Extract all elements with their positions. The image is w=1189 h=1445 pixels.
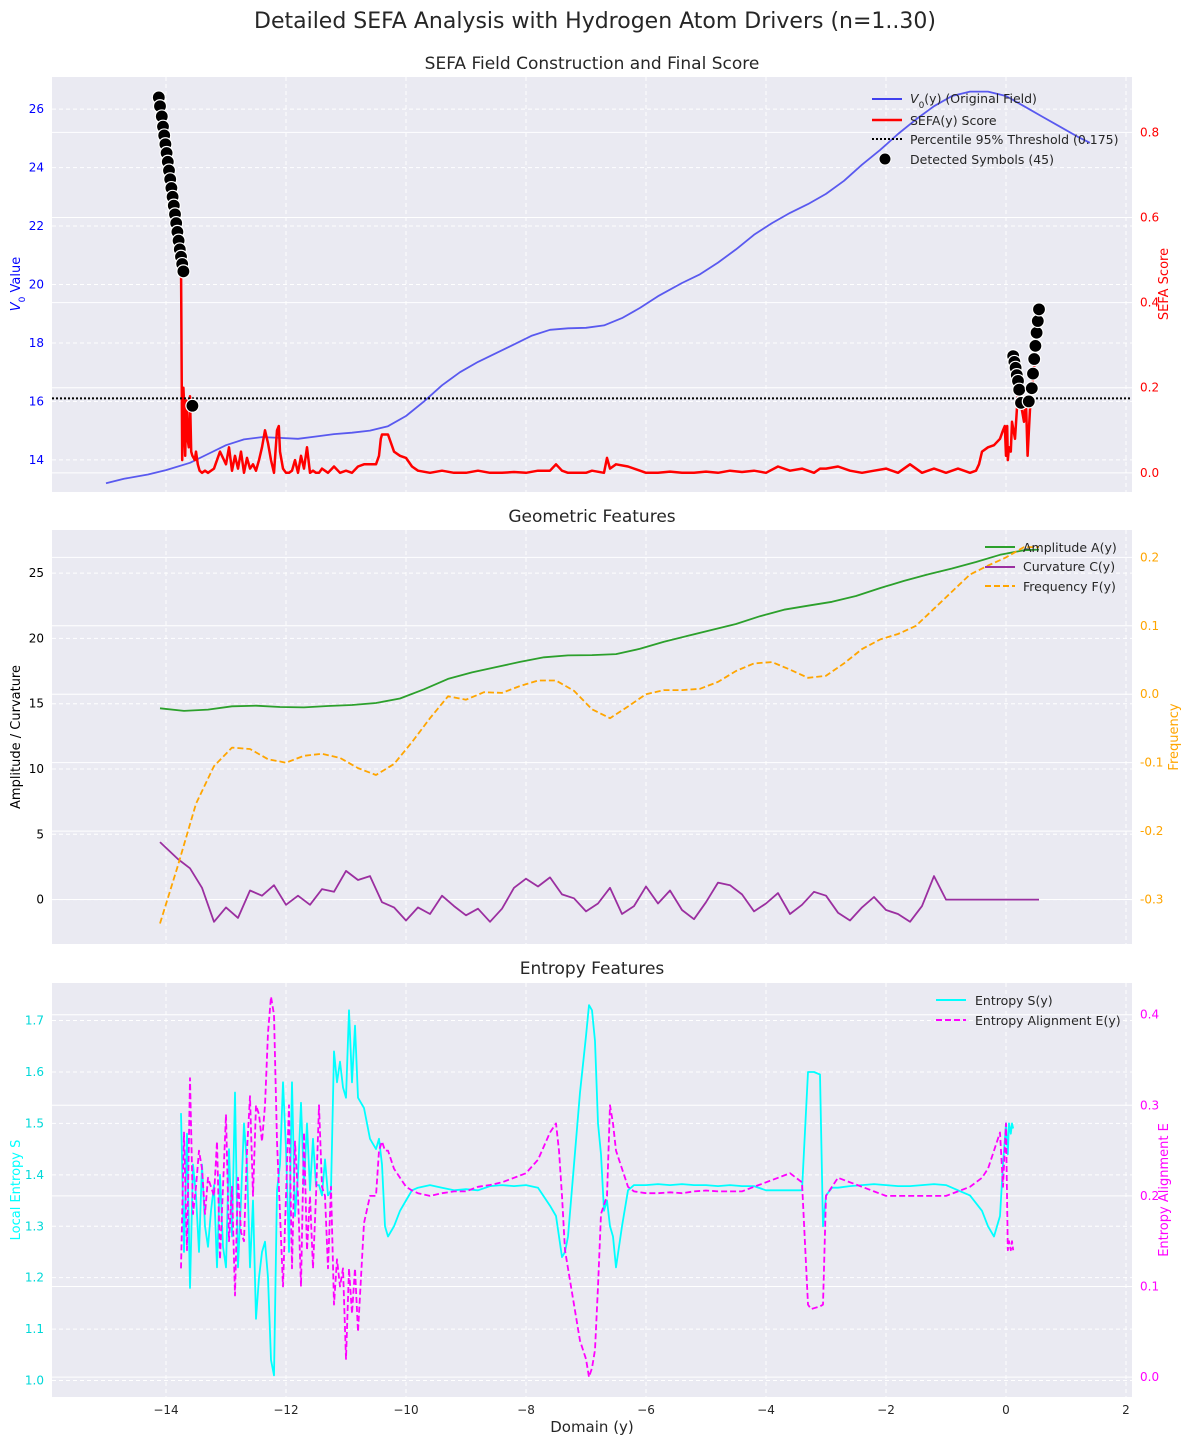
- y2-tick-label: 0.4: [1140, 1008, 1159, 1022]
- y2-tick-label: 0.6: [1140, 210, 1159, 224]
- y2-tick-label: 0.3: [1140, 1098, 1159, 1112]
- y2-tick-label: 0.2: [1140, 550, 1159, 564]
- legend: V0(y) (Original Field) SEFA(y) Score Per…: [872, 91, 1119, 167]
- y2-axis-label: Entropy Alignment E: [1157, 1123, 1172, 1257]
- legend-label-curvature: Curvature C(y): [1023, 559, 1115, 574]
- y-tick-label: 1.6: [25, 1065, 44, 1079]
- y-tick-label: 15: [29, 697, 44, 711]
- y-tick-label: 26: [29, 102, 44, 116]
- y2-axis-label: SEFA Score: [1157, 248, 1172, 320]
- y-tick-label: 1.3: [25, 1219, 44, 1233]
- y-tick-label: 14: [29, 453, 44, 467]
- x-tick-label: −6: [637, 1403, 655, 1417]
- y-tick-label: 5: [36, 827, 44, 841]
- panel-title: Entropy Features: [520, 959, 665, 979]
- y2-tick-label: 0.8: [1140, 125, 1159, 139]
- detected-symbol-point: [1021, 394, 1036, 409]
- x-tick-label: 2: [1122, 1403, 1130, 1417]
- detected-symbol-point: [1028, 338, 1043, 353]
- detected-symbol-point: [1024, 381, 1039, 396]
- y-tick-label: 24: [29, 161, 44, 175]
- y-axis-label: Local Entropy S: [9, 1140, 24, 1241]
- y2-tick-label: 0.0: [1140, 1370, 1159, 1384]
- y-tick-label: 1.1: [25, 1322, 44, 1336]
- x-tick-label: 0: [1002, 1403, 1010, 1417]
- plot-area: [52, 530, 1132, 944]
- y-tick-label: 1.5: [25, 1116, 44, 1130]
- series-line-frequency-f-y: [159, 546, 1039, 924]
- legend: Entropy S(y) Entropy Alignment E(y): [936, 993, 1121, 1028]
- panel-title: SEFA Field Construction and Final Score: [425, 54, 760, 74]
- legend-label-frequency: Frequency F(y): [1023, 579, 1116, 594]
- y2-tick-label: 0.0: [1140, 466, 1159, 480]
- x-axis-label: Domain (y): [550, 1418, 634, 1436]
- legend-label-v0: V0(y) (Original Field): [910, 91, 1037, 111]
- detected-symbol-point: [1031, 302, 1047, 317]
- legend-label-amplitude: Amplitude A(y): [1023, 540, 1117, 555]
- y2-axis-label: Frequency: [1167, 703, 1182, 770]
- legend-label-symbols: Detected Symbols (45): [910, 152, 1054, 167]
- panel-entropy-features: 1.0 1.1 1.2 1.3 1.4 1.5 1.6 1.7 0.0 0.1 0.2 0.3 0.4…: [9, 959, 1172, 1436]
- y-tick-label: 22: [29, 219, 44, 233]
- panel-sefa-score: 14 16 18 20 22 24 26 0.0 0.2 0.4 0.6 0.8 SEFA Fiel…: [9, 54, 1172, 492]
- legend-label-sefa: SEFA(y) Score: [910, 113, 997, 128]
- y2-tick-label: 0.1: [1140, 1279, 1159, 1293]
- detected-symbol-point: [176, 264, 191, 279]
- legend-label-threshold: Percentile 95% Threshold (0.175): [910, 132, 1119, 147]
- y-tick-label: 0: [36, 893, 44, 907]
- x-tick-label: −4: [757, 1403, 775, 1417]
- panel-geometric-features: 0 5 10 15 20 25 -0.3 -0.2 -0.1 0.0 0.1 0.2 Geometr…: [9, 507, 1182, 944]
- series-line-entropy-s-y: [180, 1004, 1015, 1377]
- detected-symbol-point: [1029, 325, 1044, 340]
- panel-title: Geometric Features: [508, 507, 675, 527]
- y-tick-label: 25: [29, 566, 44, 580]
- y-axis-label: V0 Value: [9, 257, 28, 311]
- y-tick-label: 1.4: [25, 1168, 44, 1182]
- legend-label-entropy: Entropy S(y): [975, 993, 1053, 1008]
- x-tick-label: −10: [393, 1403, 418, 1417]
- y-axis-label: Amplitude / Curvature: [9, 665, 24, 809]
- y-tick-label: 20: [29, 631, 44, 645]
- x-tick-label: −14: [153, 1403, 178, 1417]
- y2-tick-label: -0.3: [1140, 893, 1163, 907]
- y-tick-label: 1.2: [25, 1271, 44, 1285]
- y2-tick-label: 0.2: [1140, 1189, 1159, 1203]
- series-line-entropy-alignment-e-y: [180, 995, 1015, 1378]
- y2-tick-label: 0.1: [1140, 619, 1159, 633]
- y2-tick-label: 0.2: [1140, 381, 1159, 395]
- legend-label-alignment: Entropy Alignment E(y): [975, 1013, 1121, 1028]
- detected-symbol-point: [185, 398, 200, 413]
- x-tick-label: −2: [877, 1403, 895, 1417]
- series-line-amplitude-a-y: [159, 548, 1040, 712]
- y-tick-label: 16: [29, 394, 44, 408]
- y2-tick-label: -0.2: [1140, 824, 1163, 838]
- detected-symbol-point: [1030, 313, 1045, 329]
- detected-symbol-point: [1025, 366, 1041, 381]
- y-tick-label: 1.7: [25, 1014, 44, 1028]
- y-tick-label: 1.0: [25, 1374, 44, 1388]
- series-line-curvature-c-y: [159, 841, 1039, 923]
- detected-symbol-point: [1027, 351, 1042, 367]
- y-tick-label: 20: [29, 278, 44, 292]
- y2-tick-label: -0.1: [1140, 756, 1163, 770]
- series-line-sefa-y-score: [179, 259, 1039, 475]
- x-tick-label: −12: [273, 1403, 298, 1417]
- y2-tick-label: 0.4: [1140, 296, 1159, 310]
- figure-title: Detailed SEFA Analysis with Hydrogen Ato…: [254, 9, 936, 34]
- legend-marker-symbols: [878, 152, 892, 166]
- detected-symbol-point: [1012, 382, 1027, 397]
- legend: Amplitude A(y) Curvature C(y) Frequency …: [985, 540, 1117, 594]
- y-tick-label: 10: [29, 762, 44, 776]
- y-tick-label: 18: [29, 336, 44, 350]
- x-tick-label: −8: [517, 1403, 535, 1417]
- y2-tick-label: 0.0: [1140, 687, 1159, 701]
